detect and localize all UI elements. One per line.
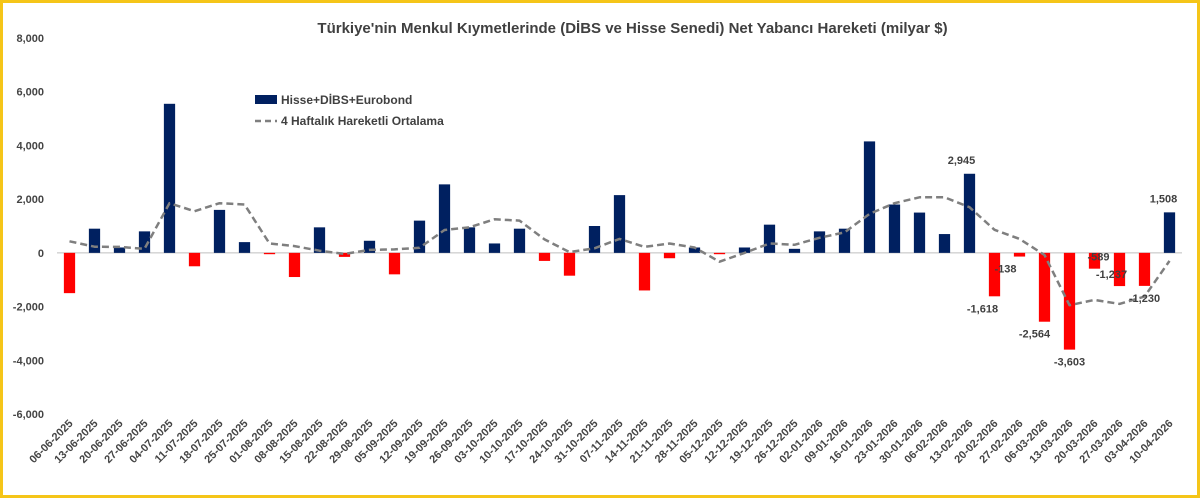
bar [488,243,501,253]
bar [538,252,551,261]
bar [163,103,176,253]
bar [238,242,251,253]
y-tick-label: -6,000 [13,409,44,421]
bar [463,227,476,253]
bar [1063,252,1076,350]
chart-title: Türkiye'nin Menkul Kıymetlerinde (DİBS v… [317,20,948,37]
y-tick-label: -4,000 [13,355,44,367]
bar [413,220,426,253]
data-label: -3,603 [1054,357,1085,369]
bar [1138,252,1151,286]
bar [988,252,1001,297]
data-label: -1,237 [1096,269,1127,281]
moving-average-line [69,196,1171,307]
bar [1088,252,1101,269]
bar [763,224,776,253]
bar [613,195,626,253]
y-tick-label: 0 [38,248,44,260]
data-label: 1,508 [1150,193,1178,205]
bar [963,173,976,253]
bar [288,252,301,278]
y-tick-label: 4,000 [16,140,44,152]
legend-line-label: 4 Haftalık Hareketli Ortalama [281,114,444,128]
bar [863,141,876,253]
legend-bar-label: Hisse+DİBS+Eurobond [281,92,412,107]
bar [813,231,826,253]
bar [63,252,76,294]
bar [938,234,951,253]
bar [1163,212,1176,253]
bar [913,212,926,253]
data-label: -138 [994,264,1016,276]
bar [738,247,751,253]
bar [88,228,101,253]
bar [313,227,326,253]
bar [138,231,151,253]
y-tick-label: -2,000 [13,302,44,314]
bar [1038,252,1051,322]
bar [113,247,126,253]
bar [563,252,576,276]
bar [388,252,401,275]
bar [1013,252,1026,257]
data-label: -1,230 [1129,293,1160,305]
data-label: -1,618 [967,303,998,315]
bar [588,226,601,253]
moving-average-series [69,196,1171,307]
bar [338,252,351,257]
bar [438,184,451,253]
bar [638,252,651,291]
bar [788,248,801,253]
bar-series [63,103,1176,350]
x-axis: 06-06-202513-06-202520-06-202527-06-2025… [27,418,1175,466]
legend-bar-swatch [255,95,277,104]
data-label: 2,945 [948,155,976,167]
bar [888,204,901,253]
bar [838,228,851,253]
bar [688,247,701,253]
data-label: -589 [1087,252,1109,264]
y-tick-label: 8,000 [16,33,44,45]
bar [263,252,276,255]
bar [713,252,726,255]
bar [663,252,676,259]
bar [188,252,201,267]
bar [363,240,376,253]
data-label: -2,564 [1019,329,1051,341]
legend: Hisse+DİBS+Eurobond 4 Haftalık Hareketli… [255,92,444,128]
y-tick-label: 6,000 [16,87,44,99]
y-axis: 8,000 6,000 4,000 2,000 0 -2,000 -4,000 -6,000 [13,33,44,421]
y-tick-label: 2,000 [16,194,44,206]
bar [513,228,526,253]
data-labels: 2,945 -1,618 -138 -2,564 -3,603 -589 -1,237-1,… [948,155,1178,369]
bar [1113,252,1126,287]
bar [213,209,226,253]
